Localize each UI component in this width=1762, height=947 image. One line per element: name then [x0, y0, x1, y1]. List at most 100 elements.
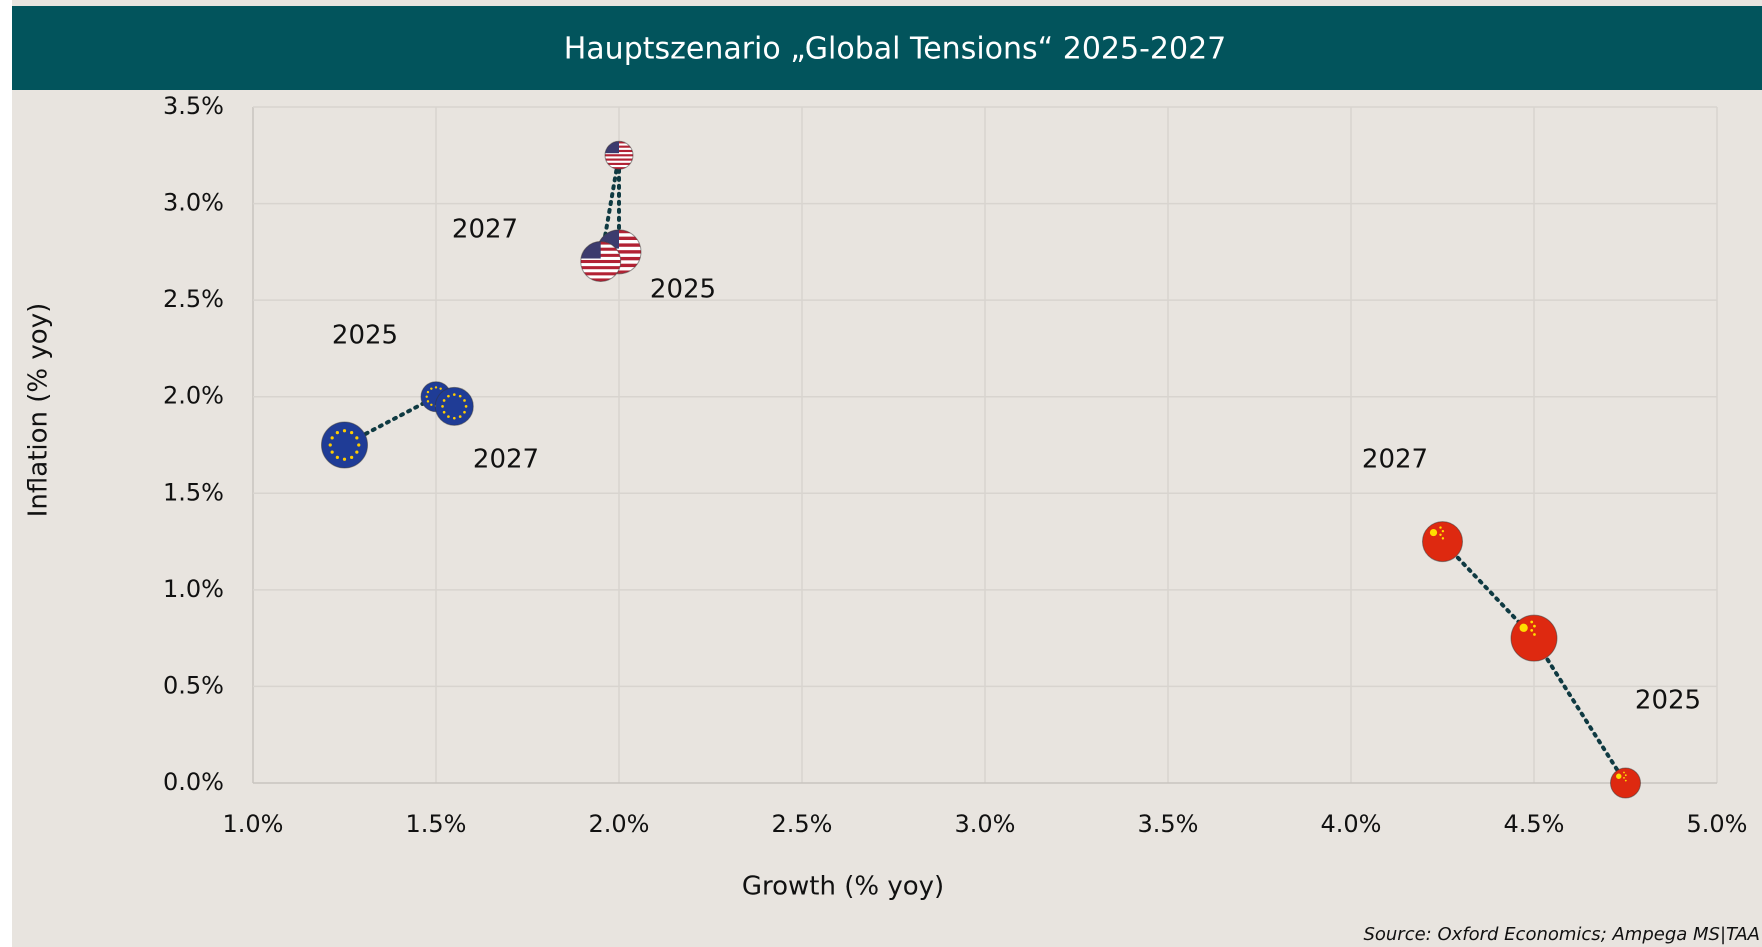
- flag-star: [350, 431, 354, 435]
- flag-star: [1441, 529, 1445, 533]
- x-tick-label: 1.0%: [223, 810, 284, 838]
- flag: [1422, 521, 1463, 562]
- flag-stripe: [605, 162, 633, 165]
- flag-star: [1429, 528, 1438, 537]
- flag-star: [1533, 633, 1536, 636]
- y-tick-label: 0.0%: [163, 768, 224, 796]
- year-annotation: 2025: [332, 321, 398, 351]
- flag-star: [335, 455, 339, 459]
- flag-bg: [1422, 521, 1463, 562]
- flag: [321, 422, 368, 468]
- y-tick-label: 0.5%: [163, 671, 224, 699]
- year-annotation: 2027: [452, 215, 518, 245]
- flag-star: [357, 443, 361, 447]
- flag-star: [342, 457, 347, 461]
- flag-outline: [434, 386, 474, 426]
- flag-star: [335, 431, 339, 435]
- y-axis-label: Inflation (% yoy): [24, 303, 54, 517]
- source-note: Source: Oxford Economics; Ampega MS|TAA: [1363, 924, 1760, 945]
- flag-star: [1519, 623, 1528, 632]
- x-tick-label: 2.5%: [772, 810, 833, 838]
- flag-canton: [605, 141, 619, 154]
- flag-stripe: [580, 272, 621, 276]
- data-point: [604, 140, 634, 170]
- flag-star: [1616, 773, 1622, 779]
- flag-star: [1530, 628, 1534, 632]
- flag-star: [355, 450, 359, 454]
- data-point: [1422, 521, 1463, 563]
- x-tick-label: 4.5%: [1504, 810, 1565, 838]
- flag-star: [1441, 537, 1445, 540]
- data-point: [1510, 614, 1558, 662]
- flag-star: [1624, 774, 1627, 777]
- flag-star: [463, 399, 466, 402]
- flag-stripe: [597, 270, 641, 274]
- flag-star: [430, 403, 433, 406]
- flag-star: [458, 415, 462, 418]
- flag-stripe: [605, 158, 633, 161]
- flag-stripe: [605, 154, 633, 157]
- flag-star: [447, 415, 450, 418]
- data-point: [321, 421, 368, 469]
- flag-star: [464, 405, 468, 408]
- x-axis-label: Growth (% yoy): [742, 872, 944, 902]
- flag: [1511, 615, 1557, 662]
- year-annotation: 2025: [1635, 686, 1701, 716]
- flag-star: [425, 395, 428, 398]
- flag-stripe: [580, 278, 621, 282]
- flag-star: [442, 399, 446, 402]
- flag-outline: [1510, 614, 1558, 662]
- flag-star: [328, 443, 332, 447]
- flag-star: [430, 387, 433, 390]
- flag-star: [1533, 624, 1536, 628]
- flag-outline: [604, 140, 634, 170]
- flag-star: [342, 429, 347, 433]
- flag-star: [458, 394, 462, 398]
- flag-stripe: [605, 167, 633, 170]
- flag-star: [1439, 526, 1442, 529]
- x-tick-label: 3.5%: [1138, 810, 1199, 838]
- flag-star: [330, 436, 334, 440]
- flag-star: [355, 436, 359, 440]
- flag-bg: [1610, 768, 1641, 798]
- flag-star: [1439, 533, 1442, 536]
- year-annotation: 2025: [650, 275, 716, 305]
- flag-star: [1530, 620, 1534, 624]
- flag-outline: [321, 421, 368, 469]
- y-tick-label: 3.5%: [163, 92, 224, 120]
- flag-outline: [580, 241, 622, 283]
- flag: [1610, 768, 1641, 798]
- flag-star: [442, 410, 446, 414]
- x-tick-label: 3.0%: [955, 810, 1016, 838]
- flag-star: [426, 390, 430, 394]
- x-tick-label: 4.0%: [1321, 810, 1382, 838]
- flag-star: [463, 410, 466, 414]
- flag-star: [1623, 771, 1625, 774]
- flag-stripe: [580, 259, 621, 264]
- chart-title: Hauptszenario „Global Tensions“ 2025-202…: [564, 32, 1227, 67]
- y-tick-label: 2.0%: [163, 382, 224, 410]
- x-tick-label: 5.0%: [1687, 810, 1748, 838]
- year-annotation: 2027: [473, 445, 539, 475]
- y-tick-label: 1.0%: [163, 575, 224, 603]
- flag-star: [434, 386, 438, 389]
- x-tick-label: 1.5%: [406, 810, 467, 838]
- x-tick-label: 2.0%: [589, 810, 650, 838]
- year-annotation: 2027: [1362, 445, 1428, 475]
- data-point: [1610, 767, 1641, 799]
- flag-star: [447, 394, 450, 398]
- flag-star: [452, 393, 456, 396]
- y-tick-label: 3.0%: [163, 189, 224, 217]
- flag: [435, 387, 474, 426]
- flag-star: [350, 455, 354, 459]
- flag-outline: [1610, 767, 1641, 799]
- flag-bg: [1511, 615, 1557, 662]
- flag-outline: [1422, 521, 1463, 563]
- flag-star: [1623, 777, 1625, 779]
- background: [12, 0, 1762, 947]
- flag-stripe: [580, 266, 621, 270]
- flag-star: [330, 450, 334, 454]
- flag-star: [439, 387, 442, 390]
- flag-stripe: [597, 250, 641, 254]
